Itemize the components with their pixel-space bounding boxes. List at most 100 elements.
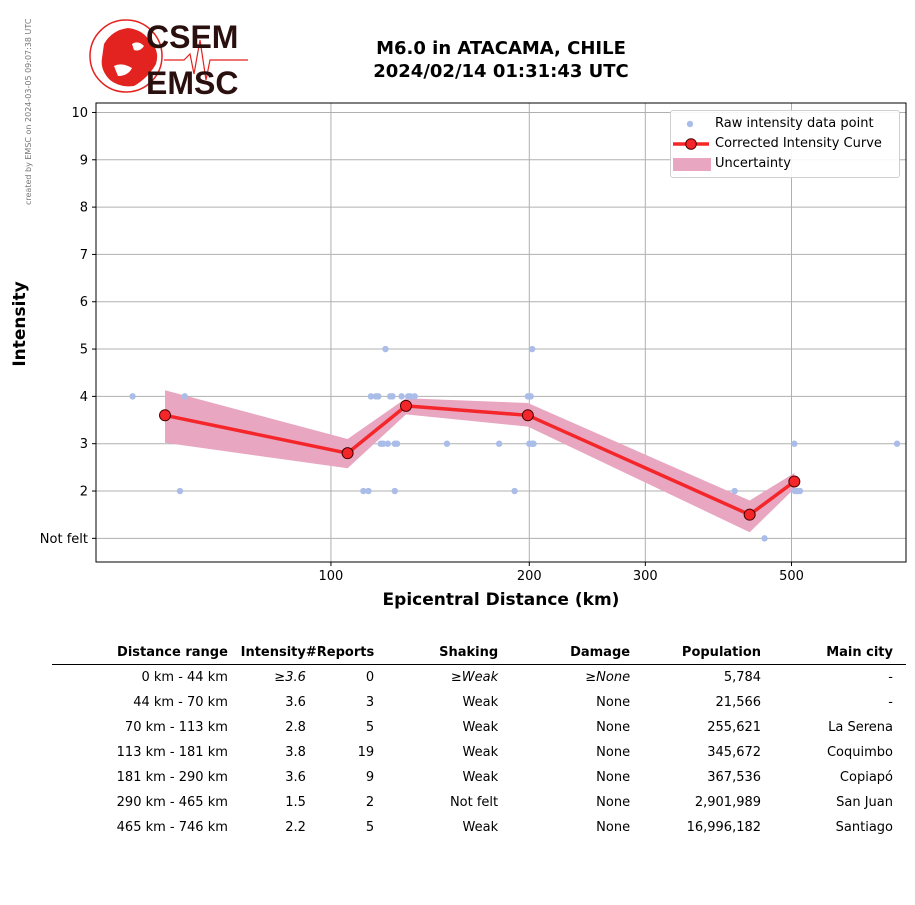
cell-shaking: Weak <box>462 720 499 735</box>
raw-data-point <box>530 440 537 447</box>
header-damage: Damage <box>498 640 631 665</box>
raw-data-point <box>527 393 534 400</box>
cell-intensity: 2.8 <box>285 720 306 735</box>
raw-data-point <box>391 487 398 495</box>
cell-distance-range: 0 km - 44 km <box>141 670 228 685</box>
cell-intensity: 3.6 <box>285 695 306 710</box>
cell-intensity: 1.5 <box>285 795 306 810</box>
y-tick-label: 6 <box>80 295 88 310</box>
cell-distance-range: 465 km - 746 km <box>116 820 228 835</box>
intensity-table: Distance range Intensity #Reports Shakin… <box>52 640 906 840</box>
curve-point <box>788 475 801 488</box>
curve-point <box>159 409 172 422</box>
y-tick-label: 3 <box>80 437 88 452</box>
table-row: 70 km - 113 km 2.8 5 Weak None 255,621 La Sere… <box>52 715 906 740</box>
y-tick-label: Not felt <box>40 532 88 547</box>
y-tick-label: 9 <box>80 153 88 168</box>
cell-reports: 0 <box>365 670 375 685</box>
raw-data-point <box>379 440 387 447</box>
y-tick-label: 7 <box>80 248 88 263</box>
cell-population: 5,784 <box>723 670 762 685</box>
cell-damage: None <box>596 795 631 810</box>
curve-line <box>164 404 796 517</box>
raw-data-point <box>511 487 518 495</box>
cell-main-city: - <box>888 695 893 710</box>
raw-data-point <box>411 393 418 400</box>
cell-damage: None <box>596 695 631 710</box>
table-row: 113 km - 181 km 3.8 19 Weak None 345,672 Coqui… <box>52 740 906 765</box>
raw-data-point <box>176 487 184 495</box>
cell-population: 367,536 <box>707 770 762 785</box>
raw-points <box>129 345 901 542</box>
table-row: 465 km - 746 km 2.2 5 Weak None 16,996,182 San… <box>52 815 906 840</box>
cell-shaking: Weak <box>462 820 499 835</box>
legend-item-curve: Corrected Intensity Curve <box>671 134 899 154</box>
legend-raw-marker <box>686 120 694 128</box>
raw-data-point <box>382 345 389 353</box>
cell-intensity: ≥3.6 <box>274 670 306 685</box>
y-tick-label: 2 <box>80 485 88 500</box>
header-population: Population <box>630 640 762 665</box>
table-row: 290 km - 465 km 1.5 2 Not felt None 2,901,989… <box>52 790 906 815</box>
raw-data-point <box>365 487 372 495</box>
x-axis-label: Epicentral Distance (km) <box>382 590 620 610</box>
curve-point <box>743 508 756 521</box>
x-tick-label: 500 <box>779 569 804 584</box>
cell-population: 2,901,989 <box>694 795 762 810</box>
cell-damage: None <box>596 745 631 760</box>
cell-distance-range: 290 km - 465 km <box>116 795 228 810</box>
header-main-city: Main city <box>761 640 906 665</box>
cell-reports: 9 <box>365 770 375 785</box>
uncertainty-area <box>165 390 795 533</box>
legend-band-label: Uncertainty <box>715 156 791 171</box>
raw-data-point <box>528 345 536 353</box>
raw-data-point <box>389 393 396 400</box>
x-tick-label: 300 <box>633 569 658 584</box>
raw-data-point <box>181 393 188 400</box>
y-axis-label: Intensity <box>10 281 30 367</box>
cell-shaking: Weak <box>462 745 499 760</box>
header-shaking: Shaking <box>374 640 499 665</box>
raw-data-point <box>398 393 405 400</box>
intensity-chart: Not felt 2 3 4 5 6 7 8 9 10 100 200 300 500 <box>40 102 907 584</box>
cell-population: 21,566 <box>715 695 762 710</box>
curve-point <box>400 399 413 412</box>
cell-intensity: 3.8 <box>285 745 306 760</box>
cell-intensity: 3.6 <box>285 770 306 785</box>
curve-point <box>341 447 354 460</box>
raw-data-point <box>393 440 401 447</box>
legend-curve-label: Corrected Intensity Curve <box>715 136 882 151</box>
cell-damage: None <box>596 820 631 835</box>
raw-data-point <box>360 487 367 495</box>
y-tick-label: 8 <box>80 201 88 216</box>
svg-text:CSEM: CSEM <box>146 19 238 55</box>
y-tick-label: 4 <box>80 390 88 405</box>
cell-damage: ≥None <box>585 670 631 685</box>
x-tick-label: 200 <box>517 569 542 584</box>
legend-raw-label: Raw intensity data point <box>715 116 874 131</box>
title-line-1: M6.0 in ATACAMA, CHILE <box>376 38 626 59</box>
legend-item-raw: Raw intensity data point <box>671 114 899 134</box>
cell-damage: None <box>596 720 631 735</box>
raw-data-point <box>367 393 375 400</box>
curve-point <box>521 409 534 422</box>
cell-reports: 2 <box>365 795 375 810</box>
cell-main-city: Coquimbo <box>826 745 893 760</box>
cell-main-city: San Juan <box>836 795 893 810</box>
cell-population: 16,996,182 <box>686 820 762 835</box>
cell-damage: None <box>596 770 631 785</box>
cell-distance-range: 113 km - 181 km <box>116 745 228 760</box>
corrected-curve <box>159 399 801 521</box>
cell-reports: 3 <box>365 695 375 710</box>
y-tick-label: 10 <box>71 106 88 121</box>
x-tick-label: 100 <box>319 569 344 584</box>
legend-curve-marker <box>673 138 709 150</box>
raw-data-point <box>796 487 804 495</box>
cell-reports: 5 <box>365 720 375 735</box>
raw-data-point <box>129 393 136 400</box>
raw-data-point <box>893 440 901 447</box>
raw-data-point <box>375 393 382 400</box>
table-row: 0 km - 44 km ≥3.6 0 ≥Weak ≥None 5,784 - <box>52 665 906 691</box>
header-reports: #Reports <box>305 640 375 665</box>
cell-shaking: ≥Weak <box>450 670 499 685</box>
